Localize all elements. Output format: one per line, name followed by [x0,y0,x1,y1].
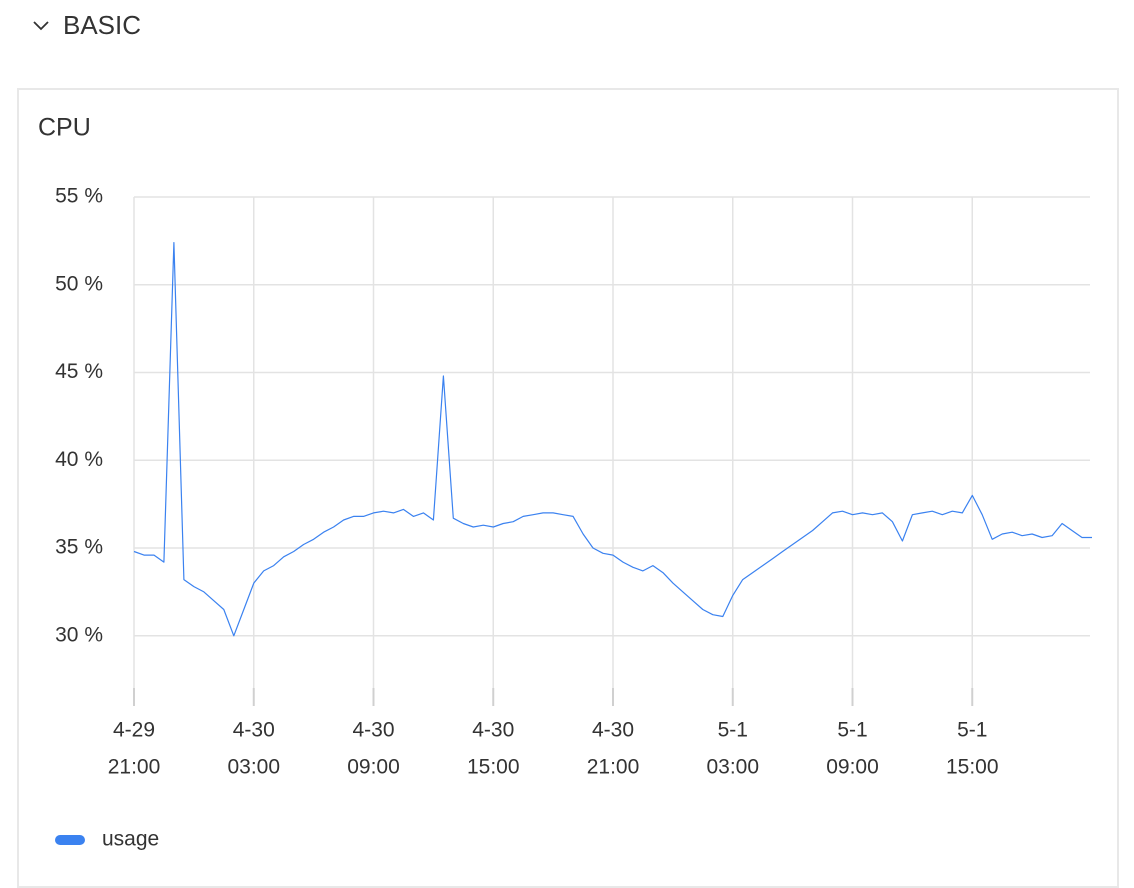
page: {"section": {"title": "BASIC"}, "chart_d… [17,9,1119,888]
x-tick-label: 21:00 [108,756,161,779]
x-tick-label: 09:00 [347,756,400,779]
x-tick-label: 03:00 [227,756,280,779]
x-tick-label: 4-29 [113,719,155,742]
x-tick-label: 03:00 [706,756,759,779]
legend-label: usage [102,828,159,851]
line-series [133,242,1092,637]
chart-title: CPU [38,114,91,142]
y-tick-label: 35 % [55,536,103,559]
x-tick-label: 4-30 [592,719,634,742]
x-tick-label: 15:00 [467,756,520,779]
collapse-chevron[interactable] [33,21,49,31]
y-tick-label: 30 % [55,623,103,646]
section-title[interactable]: BASIC [63,10,141,40]
x-tick-label: 4-30 [233,719,275,742]
legend-swatch [55,835,85,845]
y-tick-label: 50 % [55,272,103,295]
y-tick-label: 55 % [55,185,103,208]
chart: BASIC CPU 30 % 35 % 40 % 45 % 50 % 55 % 4-29 21… [33,10,1092,851]
x-tick-label: 15:00 [946,756,999,779]
x-tick-label: 21:00 [587,756,640,779]
x-tick-label: 5-1 [718,719,748,742]
x-tick-label: 4-30 [352,719,394,742]
x-tick-label: 5-1 [957,719,987,742]
x-tick-label: 5-1 [837,719,867,742]
x-tick-label: 4-30 [472,719,514,742]
x-tick-label: 09:00 [826,756,879,779]
y-tick-label: 40 % [55,448,103,471]
y-tick-label: 45 % [55,360,103,383]
